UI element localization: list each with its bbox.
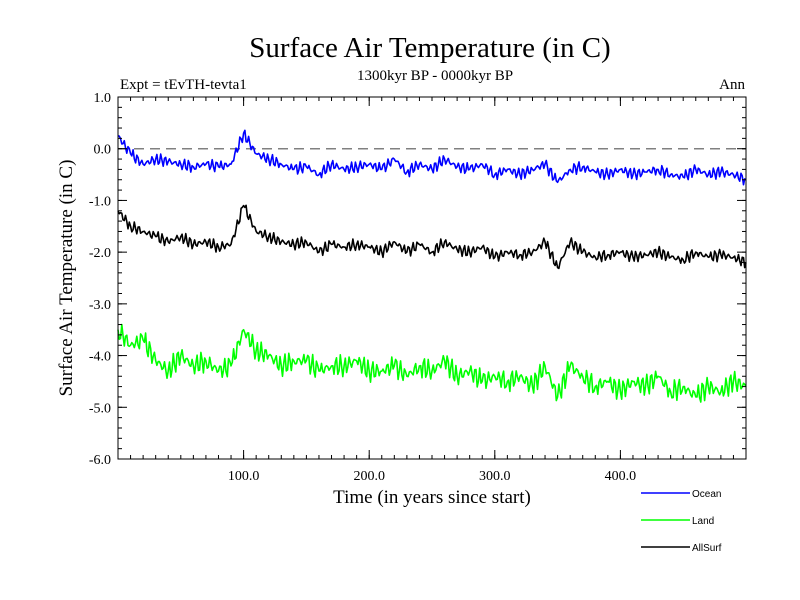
season-label: Ann <box>719 77 745 93</box>
y-tick-label: -1.0 <box>89 194 111 209</box>
series-line-ocean <box>117 129 747 186</box>
y-tick-label: 0.0 <box>94 143 112 158</box>
plot-area <box>117 96 747 460</box>
axes: 1.0 0.0 -1.0 -2.0 -3.0 -4.0 -5.0 -6.0 100.0 200.0… <box>89 91 746 484</box>
chart-title: Surface Air Temperature (in C) <box>249 32 610 64</box>
legend-label-land: Land <box>692 516 714 527</box>
x-axis-label: Time (in years since start) <box>333 487 531 508</box>
y-tick-label: -3.0 <box>89 298 111 313</box>
x-tick-label: 100.0 <box>228 469 260 484</box>
legend-label-allsurf: AllSurf <box>692 543 722 554</box>
x-tick-label: 400.0 <box>605 469 637 484</box>
x-tick-label: 200.0 <box>353 469 385 484</box>
series-line-land <box>117 323 747 403</box>
y-tick-label: -6.0 <box>89 453 111 468</box>
y-tick-label: 1.0 <box>94 91 112 106</box>
y-tick-label: -2.0 <box>89 246 111 261</box>
legend-label-ocean: Ocean <box>692 489 721 500</box>
y-tick-label: -5.0 <box>89 401 111 416</box>
legend: Ocean Land AllSurf <box>641 489 722 554</box>
chart-subtitle: 1300kyr BP - 0000kyr BP <box>357 68 513 84</box>
experiment-label: Expt = tEvTH-tevta1 <box>120 77 247 93</box>
y-axis-label: Surface Air Temperature (in C) <box>56 160 77 397</box>
x-tick-label: 300.0 <box>479 469 511 484</box>
series-layer <box>117 129 747 403</box>
y-tick-label: -4.0 <box>89 350 111 365</box>
series-line-allsurf <box>117 204 747 270</box>
